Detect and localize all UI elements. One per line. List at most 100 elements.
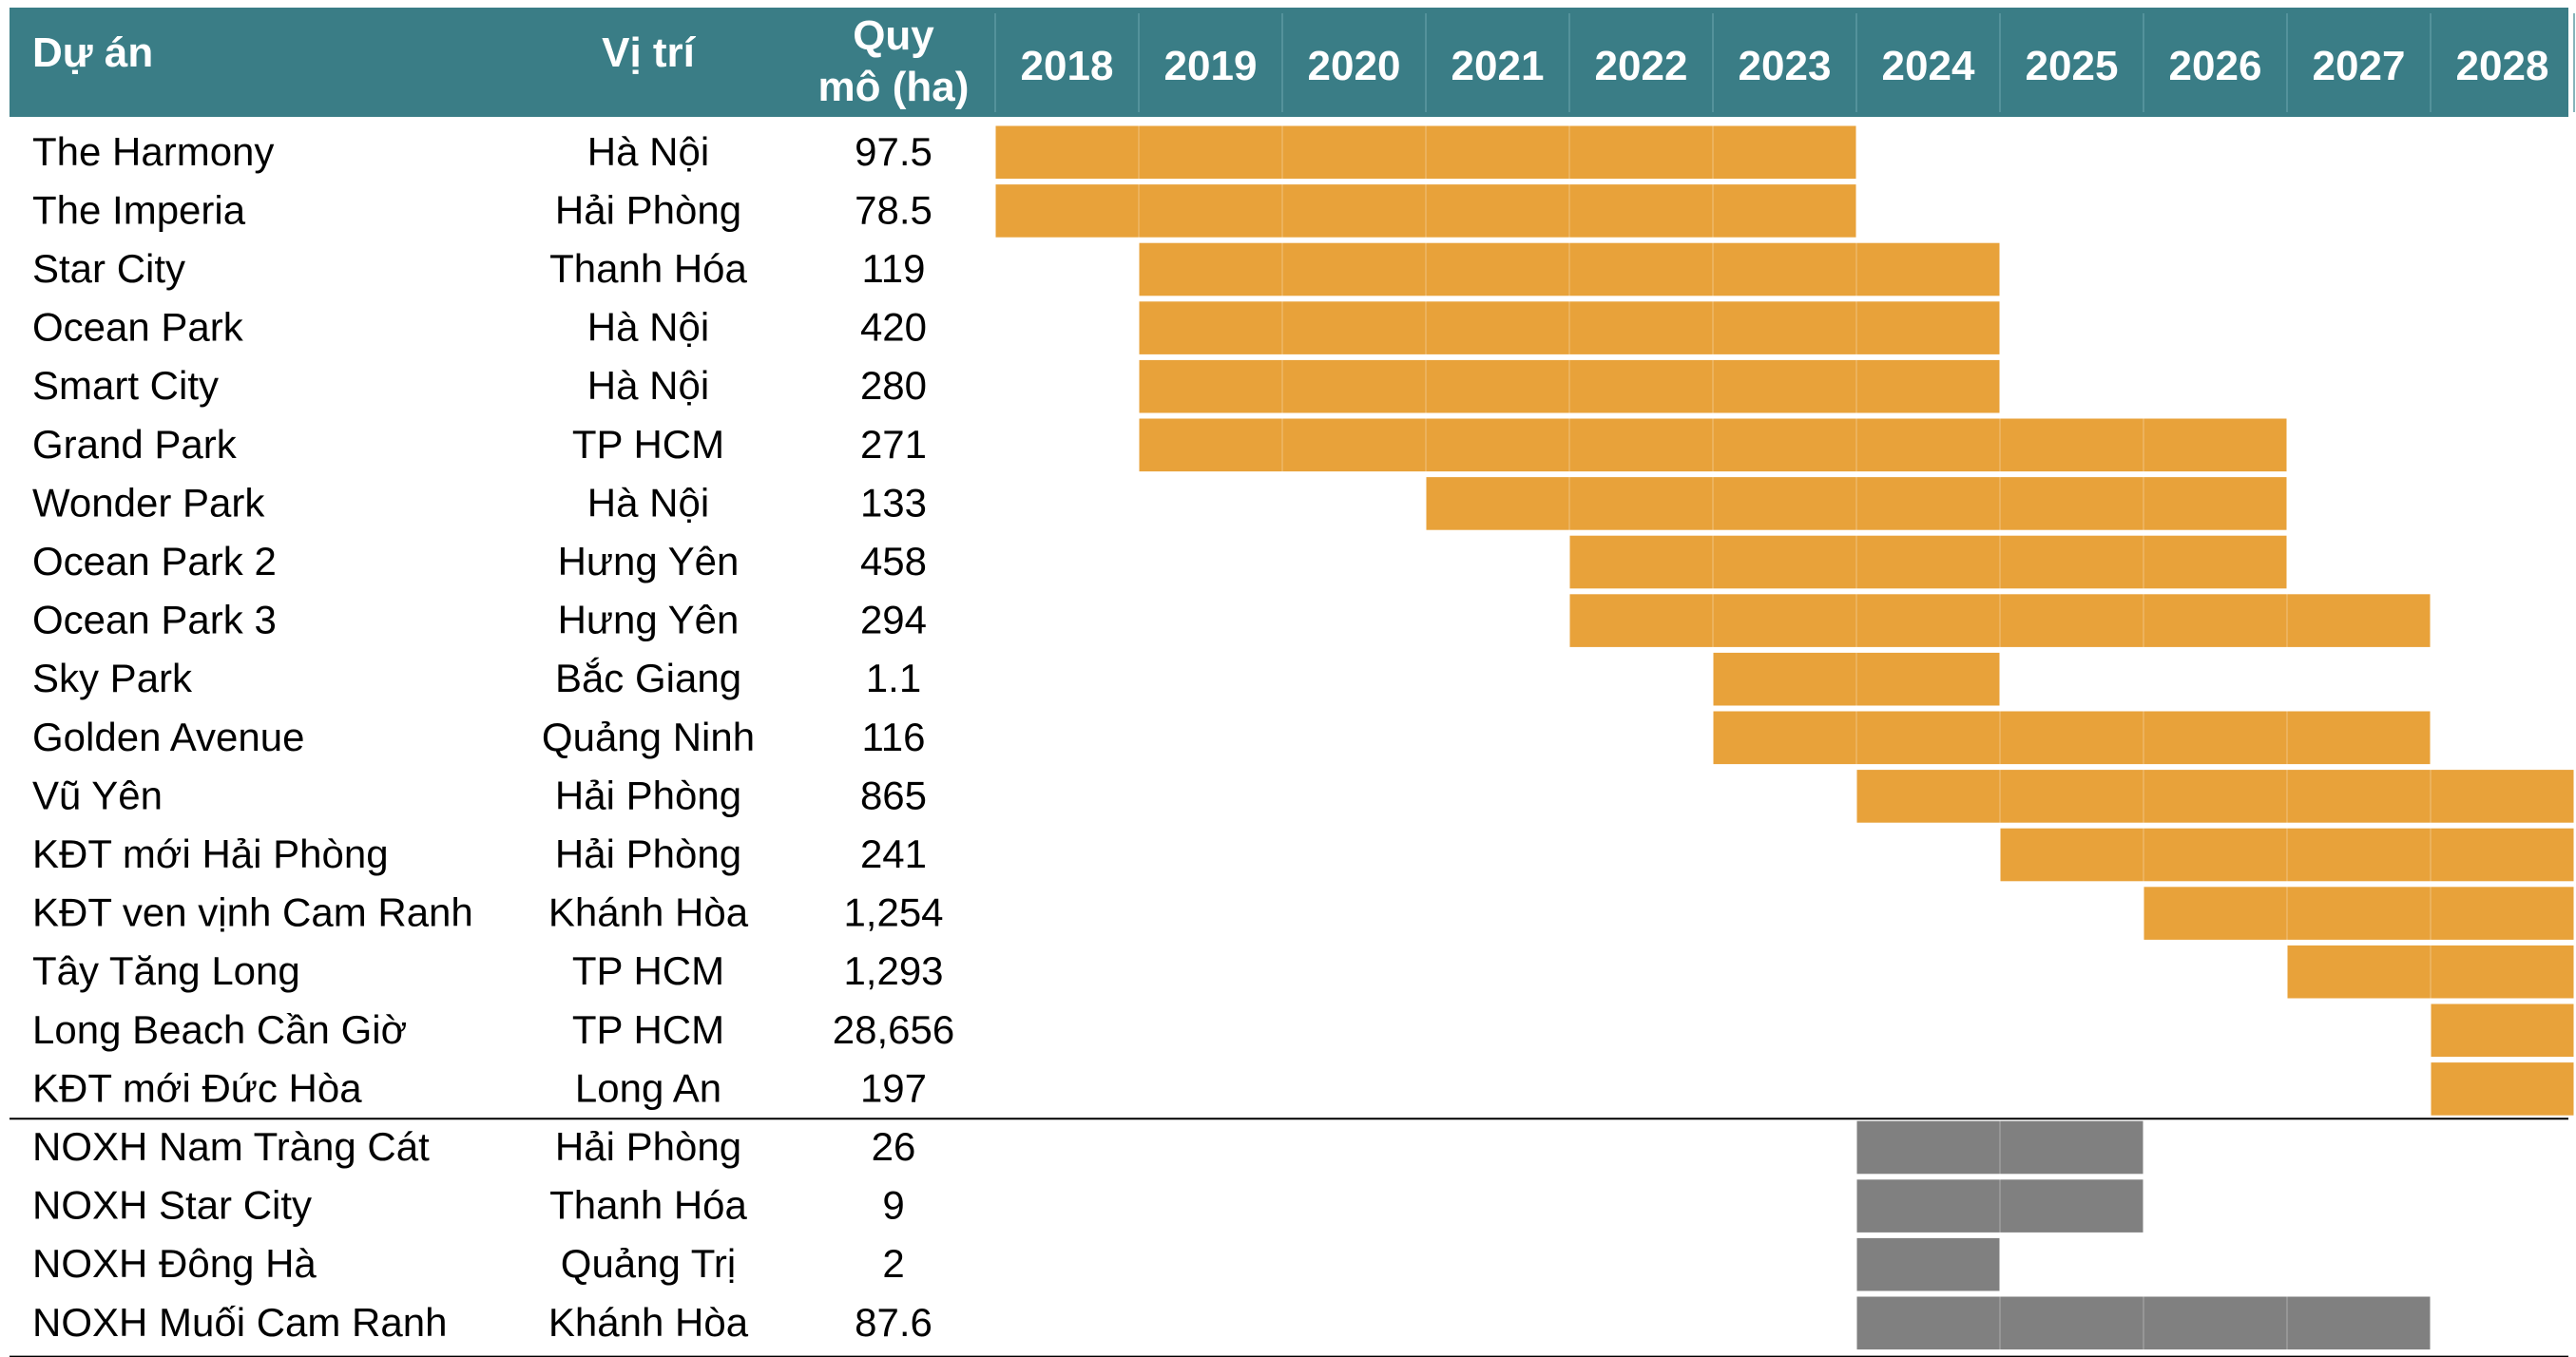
project-area: 241 [860,831,927,876]
project-location: Hà Nội [587,480,709,525]
table-row: Grand Park TP HCM 271 [32,422,927,467]
project-area: 28,656 [833,1007,954,1052]
table-row: The Imperia Hải Phòng 78.5 [32,187,932,232]
project-location: Thanh Hóa [549,246,747,291]
project-name: Ocean Park [32,305,244,350]
bar-sky-park [1712,651,2001,707]
table-row: The Harmony Hà Nội 97.5 [32,129,932,174]
timeline-bars [994,124,2575,1351]
year-header-2024: 2024 [1882,43,1975,89]
project-name: Star City [32,246,185,291]
project-name: Grand Park [32,422,238,467]
table-row: KĐT mới Đức Hòa Long An 197 [32,1065,927,1110]
project-name: NOXH Đông Hà [32,1241,317,1286]
project-location: Bắc Giang [555,656,741,700]
bar-smart-city [1138,358,2001,414]
table-row: Ocean Park 3 Hưng Yên 294 [32,598,927,642]
bar-wonder-park [1425,476,2288,531]
table-row: NOXH Muối Cam Ranh Khánh Hòa 87.6 [32,1300,932,1345]
table-row: Sky Park Bắc Giang 1.1 [32,656,921,700]
project-location: Hải Phòng [555,1124,741,1169]
year-header-2021: 2021 [1451,43,1545,89]
project-area: 2 [882,1241,904,1286]
year-header-2028: 2028 [2456,43,2549,89]
project-name: Ocean Park 2 [32,539,277,583]
table-row: KĐT mới Hải Phòng Hải Phòng 241 [32,831,927,876]
table-row: Tây Tăng Long TP HCM 1,293 [32,948,944,993]
table-row: NOXH Đông Hà Quảng Trị 2 [32,1241,905,1286]
bar-long-beach-can-gio [2430,1003,2575,1059]
project-area: 116 [862,715,926,759]
bar-kdt-moi-duc-hoa [2430,1061,2575,1117]
grid-lines [994,13,2575,112]
project-location: Thanh Hóa [549,1183,747,1228]
table-row: Smart City Hà Nội 280 [32,363,927,408]
year-header-2022: 2022 [1595,43,1688,89]
table-row: Ocean Park 2 Hưng Yên 458 [32,539,927,583]
bar-the-harmony [994,124,1857,181]
project-location: Khánh Hòa [548,1300,749,1345]
project-area: 280 [860,363,927,408]
table-row: Vũ Yên Hải Phòng 865 [32,773,927,817]
year-header-2019: 2019 [1164,43,1258,89]
bar-kdt-ven-vinh-cam-ranh [2143,886,2575,941]
year-header-2018: 2018 [1021,43,1114,89]
project-name: The Imperia [32,187,246,232]
project-name: Vũ Yên [32,773,163,817]
header-scale-line1: Quy [853,12,934,59]
table-row: Star City Thanh Hóa 119 [32,246,925,291]
year-header-2027: 2027 [2313,43,2406,89]
project-area: 271 [860,422,927,467]
project-name: Golden Avenue [32,715,304,759]
table-row: Ocean Park Hà Nội 420 [32,305,927,350]
project-area: 9 [882,1183,904,1228]
project-area: 119 [862,246,926,291]
bar-vu-yen [1855,769,2575,824]
table-row: Long Beach Cần Giờ TP HCM 28,656 [32,1007,954,1052]
project-name: NOXH Nam Tràng Cát [32,1124,430,1169]
bar-ocean-park-2 [1568,534,2288,590]
project-name: KĐT mới Hải Phòng [32,831,389,876]
header-location: Vị trí [602,29,697,76]
project-name: NOXH Star City [32,1183,312,1228]
project-location: Long An [575,1065,721,1110]
project-area: 420 [860,305,927,350]
table-row: Golden Avenue Quảng Ninh 116 [32,715,925,759]
project-location: Hải Phòng [555,187,741,232]
project-area: 1,293 [843,948,943,993]
bar-noxh-star-city [1855,1178,2144,1233]
project-area: 458 [860,539,927,583]
bar-noxh-dong-ha [1855,1236,2001,1292]
project-location: Hưng Yên [558,598,740,642]
project-location: TP HCM [572,422,724,467]
table-rows: The Harmony Hà Nội 97.5 The Imperia Hải Phòn… [10,129,2568,1357]
project-area: 97.5 [855,129,932,174]
project-location: Quảng Trị [561,1241,736,1286]
bar-kdt-moi-hai-phong [1999,827,2575,883]
project-name: Tây Tăng Long [32,948,300,993]
project-name: Smart City [32,363,219,408]
project-name: KĐT mới Đức Hòa [32,1065,362,1110]
bar-star-city [1138,241,2001,297]
bar-grand-park [1138,417,2288,473]
bar-ocean-park [1138,300,2001,355]
bar-noxh-muoi-cam-ranh [1855,1295,2432,1351]
project-name: Ocean Park 3 [32,598,277,642]
project-name: KĐT ven vịnh Cam Ranh [32,890,473,935]
bar-ocean-park-3 [1568,593,2432,648]
project-location: Hà Nội [587,363,709,408]
project-location: Hà Nội [587,305,709,350]
project-area: 78.5 [855,187,932,232]
bar-the-imperia [994,183,1857,239]
project-location: TP HCM [572,948,724,993]
year-header-2025: 2025 [2026,43,2119,89]
year-header-2020: 2020 [1308,43,1401,89]
project-name: NOXH Muối Cam Ranh [32,1300,447,1345]
bar-golden-avenue [1712,710,2432,766]
project-name: Wonder Park [32,480,265,525]
table-row: NOXH Star City Thanh Hóa 9 [32,1183,905,1228]
table-row: Wonder Park Hà Nội 133 [32,480,927,525]
project-name: Sky Park [32,656,193,700]
project-location: Quảng Ninh [542,715,755,759]
